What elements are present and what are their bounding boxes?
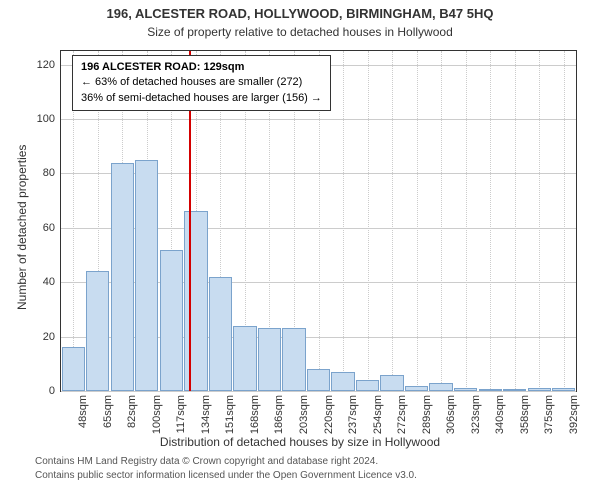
bar: [282, 328, 305, 391]
bar: [160, 250, 183, 391]
gridline-v: [515, 51, 516, 391]
y-tick-label: 120: [37, 59, 61, 71]
bar: [135, 160, 158, 391]
annotation-box: 196 ALCESTER ROAD: 129sqm← 63% of detach…: [72, 55, 331, 111]
bar: [429, 383, 452, 391]
x-tick-label: 117sqm: [175, 391, 187, 433]
gridline-v: [564, 51, 565, 391]
bar: [258, 328, 281, 391]
gridline-v: [490, 51, 491, 391]
x-tick-label: 237sqm: [347, 391, 359, 434]
attribution: Contains HM Land Registry data © Crown c…: [35, 455, 590, 483]
bar: [184, 211, 207, 391]
x-tick-label: 82sqm: [126, 391, 138, 428]
x-axis-label: Distribution of detached houses by size …: [0, 435, 600, 449]
x-tick-label: 48sqm: [77, 391, 89, 428]
chart-title-2: Size of property relative to detached ho…: [0, 25, 600, 39]
x-tick-label: 65sqm: [102, 391, 114, 428]
bar: [307, 369, 330, 391]
attribution-line-2: Contains public sector information licen…: [35, 469, 590, 483]
y-tick-label: 80: [43, 167, 61, 179]
x-tick-label: 203sqm: [298, 391, 310, 434]
y-axis-label: Number of detached properties: [15, 145, 29, 310]
y-tick-label: 0: [49, 385, 61, 397]
x-tick-label: 134sqm: [200, 391, 212, 434]
gridline-v: [392, 51, 393, 391]
x-tick-label: 358sqm: [519, 391, 531, 434]
gridline-v: [466, 51, 467, 391]
bar: [111, 163, 134, 391]
x-tick-label: 340sqm: [494, 391, 506, 434]
x-tick-label: 392sqm: [568, 391, 580, 434]
bar: [331, 372, 354, 391]
x-tick-label: 168sqm: [249, 391, 261, 434]
annotation-line-2: ← 63% of detached houses are smaller (27…: [81, 75, 322, 90]
x-tick-label: 289sqm: [421, 391, 433, 434]
y-tick-label: 60: [43, 222, 61, 234]
x-tick-label: 186sqm: [273, 391, 285, 434]
x-tick-label: 254sqm: [372, 391, 384, 434]
x-tick-label: 100sqm: [151, 391, 163, 434]
gridline-v: [539, 51, 540, 391]
bar: [380, 375, 403, 391]
y-tick-label: 40: [43, 276, 61, 288]
x-tick-label: 151sqm: [224, 391, 236, 434]
annotation-line-3: 36% of semi-detached houses are larger (…: [81, 91, 322, 106]
y-tick-label: 100: [37, 113, 61, 125]
x-tick-label: 272sqm: [396, 391, 408, 434]
annotation-line-1: 196 ALCESTER ROAD: 129sqm: [81, 60, 322, 75]
chart-container: { "chart": { "type": "histogram", "title…: [0, 0, 600, 500]
y-tick-label: 20: [43, 331, 61, 343]
bar: [209, 277, 232, 391]
gridline-v: [417, 51, 418, 391]
gridline-v: [441, 51, 442, 391]
bar: [86, 271, 109, 391]
attribution-line-1: Contains HM Land Registry data © Crown c…: [35, 455, 590, 469]
x-tick-label: 220sqm: [323, 391, 335, 434]
x-tick-label: 323sqm: [470, 391, 482, 434]
gridline-v: [368, 51, 369, 391]
bar: [356, 380, 379, 391]
bar: [233, 326, 256, 391]
x-tick-label: 375sqm: [543, 391, 555, 434]
chart-title-1: 196, ALCESTER ROAD, HOLLYWOOD, BIRMINGHA…: [0, 6, 600, 21]
x-tick-label: 306sqm: [445, 391, 457, 434]
gridline-v: [343, 51, 344, 391]
bar: [62, 347, 85, 391]
